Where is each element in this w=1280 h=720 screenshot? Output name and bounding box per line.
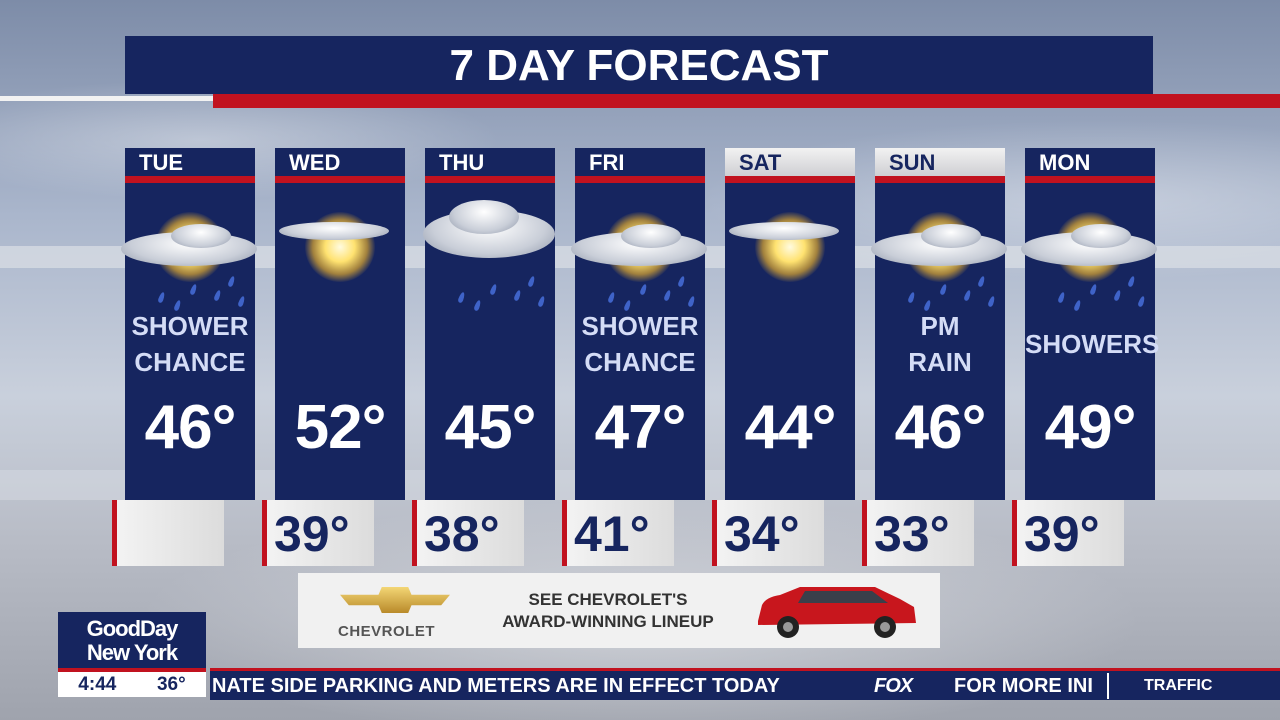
condition: SHOWERS (1025, 326, 1160, 362)
high-temperature: 52° (294, 393, 387, 462)
ticker-text: NATE SIDE PARKING AND METERS ARE IN EFFE… (212, 675, 780, 697)
fox-logo: FOX (874, 675, 913, 697)
sun-cloud-rain-icon (119, 196, 261, 312)
ad-text: SEE CHEVROLET'S AWARD-WINNING LINEUP (478, 589, 738, 633)
news-ticker: NATE SIDE PARKING AND METERS ARE IN EFFE… (210, 668, 1280, 700)
low-temperature: 39° (1012, 500, 1124, 566)
high-temperature: 47° (594, 393, 687, 462)
day-label: SUN (875, 148, 1005, 176)
show-name-line-2: New York (86, 640, 178, 665)
chevrolet-logo-icon (340, 587, 450, 613)
forecast-day-tue: TUE SHOWER CHANCE 46° (121, 148, 257, 500)
high-temperature: 44° (744, 393, 837, 462)
condition: SHOWER CHANCE (125, 308, 255, 380)
sun-cloud-icon (269, 196, 411, 306)
ticker-divider (1107, 673, 1109, 699)
cloud-rain-icon (419, 196, 561, 312)
day-label: THU (439, 150, 485, 175)
ad-line-2: AWARD-WINNING LINEUP (502, 612, 714, 631)
ticker-text-2: FOR MORE INI (954, 675, 1093, 697)
sun-cloud-icon (719, 196, 861, 306)
condition-line: CHANCE (584, 347, 696, 377)
chevrolet-ad[interactable]: CHEVROLET SEE CHEVROLET'S AWARD-WINNING … (298, 573, 940, 648)
forecast-day-wed: WED 52° (275, 148, 405, 500)
sun-cloud-rain-icon (569, 196, 711, 312)
title-white-stripe (0, 96, 213, 101)
high-temperature: 46° (144, 393, 237, 462)
low-temperature: 34° (712, 500, 824, 566)
sun-cloud-rain-icon (1019, 196, 1161, 312)
day-label: FRI (589, 150, 625, 175)
forecast-day-sun: SUN PM RAIN 46° (871, 148, 1007, 500)
condition-line: SHOWER (581, 311, 699, 341)
low-temperature (112, 500, 224, 566)
day-label: TUE (139, 150, 183, 175)
ticker-segment-label: TRAFFIC (1144, 677, 1213, 694)
low-temperature: 38° (412, 500, 524, 566)
good-day-new-york-logo: GoodDay New York 4:44 36° (58, 612, 206, 697)
high-temperature: 49° (1044, 393, 1137, 462)
forecast-day-sat: SAT 44° (725, 148, 855, 500)
condition-line: CHANCE (134, 347, 246, 377)
low-temperature: 33° (862, 500, 974, 566)
condition-line: RAIN (908, 347, 972, 377)
page-title: 7 DAY FORECAST (125, 36, 1153, 94)
condition: PM RAIN (875, 308, 1005, 380)
day-label: WED (289, 150, 341, 175)
current-time: 4:44 (78, 674, 117, 695)
current-temperature: 36° (156, 674, 186, 695)
day-label: SAT (725, 148, 855, 176)
sun-cloud-rain-icon (869, 196, 1011, 312)
low-temperature: 41° (562, 500, 674, 566)
show-name-line-1: GoodDay (86, 616, 179, 641)
forecast-day-mon: MON SHOWERS 49° (1021, 148, 1160, 500)
condition-line: SHOWERS (1025, 329, 1160, 359)
forecast-day-fri: FRI SHOWER CHANCE 47° (571, 148, 707, 500)
forecast-day-thu: THU 45° (423, 148, 555, 500)
condition-line: PM (920, 311, 960, 341)
day-label: MON (1039, 150, 1091, 175)
high-temperature: 46° (894, 393, 987, 462)
red-suv-image (758, 587, 916, 638)
condition-line: SHOWER (131, 311, 249, 341)
low-temperature: 39° (262, 500, 374, 566)
ad-line-1: SEE CHEVROLET'S (528, 590, 688, 609)
title-red-stripe (213, 94, 1280, 108)
ad-brand: CHEVROLET (338, 623, 436, 640)
high-temperature: 45° (444, 393, 537, 462)
condition: SHOWER CHANCE (575, 308, 705, 380)
